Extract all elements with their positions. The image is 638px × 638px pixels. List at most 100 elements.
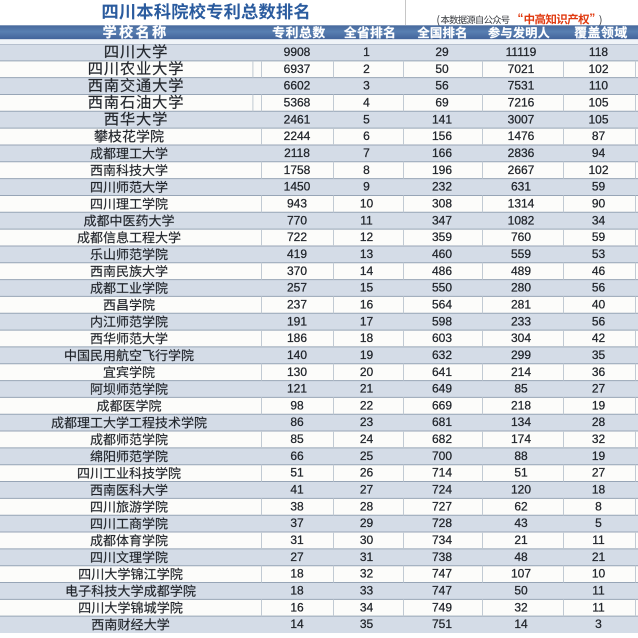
svg-text:66: 66: [290, 449, 304, 463]
svg-text:3007: 3007: [508, 112, 535, 126]
svg-text:214: 214: [511, 365, 531, 379]
svg-text:37: 37: [290, 516, 304, 530]
svg-text:722: 722: [287, 230, 307, 244]
svg-text:724: 724: [432, 483, 452, 497]
svg-text:31: 31: [290, 533, 304, 547]
svg-text:632: 632: [432, 348, 452, 362]
svg-text:191: 191: [287, 314, 307, 328]
svg-text:747: 747: [432, 584, 452, 598]
svg-text:110: 110: [589, 79, 608, 93]
svg-text:59: 59: [592, 180, 606, 194]
svg-text:140: 140: [287, 348, 307, 362]
svg-text:85: 85: [514, 382, 528, 396]
svg-text:15: 15: [360, 281, 374, 295]
svg-text:19: 19: [592, 398, 606, 412]
svg-text:2836: 2836: [508, 146, 535, 160]
svg-text:23: 23: [360, 415, 374, 429]
svg-text:25: 25: [360, 449, 374, 463]
svg-text:8: 8: [363, 163, 370, 177]
svg-text:9908: 9908: [284, 45, 311, 59]
svg-text:603: 603: [432, 331, 452, 345]
svg-text:4: 4: [363, 96, 370, 110]
svg-text:24: 24: [360, 432, 374, 446]
svg-text:770: 770: [287, 213, 307, 227]
svg-text:18: 18: [360, 331, 374, 345]
svg-text:714: 714: [432, 466, 452, 480]
svg-text:3: 3: [595, 617, 602, 631]
svg-text:134: 134: [511, 415, 531, 429]
svg-text:281: 281: [511, 297, 531, 311]
svg-text:36: 36: [592, 365, 606, 379]
svg-text:559: 559: [511, 247, 531, 261]
svg-text:14: 14: [514, 617, 528, 631]
svg-text:18: 18: [592, 483, 606, 497]
svg-text:48: 48: [514, 550, 528, 564]
svg-text:11119: 11119: [506, 45, 537, 59]
svg-text:69: 69: [435, 96, 449, 110]
svg-text:11: 11: [592, 533, 605, 547]
svg-text:19: 19: [592, 449, 606, 463]
svg-text:11: 11: [360, 213, 373, 227]
svg-text:27: 27: [290, 550, 304, 564]
svg-text:564: 564: [432, 297, 452, 311]
svg-text:1: 1: [363, 45, 370, 59]
svg-text:30: 30: [360, 533, 374, 547]
svg-text:102: 102: [588, 62, 608, 76]
svg-text:749: 749: [432, 600, 452, 614]
svg-text:751: 751: [432, 617, 452, 631]
svg-text:86: 86: [290, 415, 304, 429]
svg-text:12: 12: [360, 230, 374, 244]
svg-text:233: 233: [511, 314, 531, 328]
svg-text:33: 33: [360, 584, 374, 598]
svg-text:2461: 2461: [284, 112, 311, 126]
svg-text:34: 34: [592, 213, 606, 227]
svg-text:747: 747: [432, 567, 452, 581]
svg-text:94: 94: [592, 146, 606, 160]
svg-text:98: 98: [290, 398, 304, 412]
svg-text:2667: 2667: [508, 163, 535, 177]
svg-text:7: 7: [363, 146, 370, 160]
svg-text:1082: 1082: [508, 213, 535, 227]
svg-text:21: 21: [514, 533, 528, 547]
svg-text:727: 727: [432, 499, 452, 513]
svg-text:41: 41: [290, 483, 304, 497]
svg-text:32: 32: [592, 432, 606, 446]
svg-text:196: 196: [432, 163, 452, 177]
svg-text:27: 27: [592, 382, 606, 396]
svg-text:7021: 7021: [508, 62, 535, 76]
svg-text:46: 46: [592, 264, 606, 278]
svg-text:14: 14: [360, 264, 374, 278]
svg-text:460: 460: [432, 247, 452, 261]
svg-text:8: 8: [595, 499, 602, 513]
svg-text:156: 156: [432, 129, 452, 143]
svg-text:62: 62: [514, 499, 528, 513]
svg-text:370: 370: [287, 264, 307, 278]
svg-text:11: 11: [592, 600, 605, 614]
svg-text:18: 18: [290, 584, 304, 598]
svg-text:419: 419: [287, 247, 307, 261]
svg-text:121: 121: [287, 382, 307, 396]
svg-text:32: 32: [360, 567, 374, 581]
svg-text:107: 107: [511, 567, 531, 581]
svg-text:257: 257: [287, 281, 307, 295]
svg-text:7531: 7531: [508, 79, 535, 93]
svg-text:14: 14: [290, 617, 304, 631]
svg-text:105: 105: [588, 112, 608, 126]
svg-text:16: 16: [290, 600, 304, 614]
svg-text:17: 17: [360, 314, 374, 328]
svg-text:53: 53: [592, 247, 606, 261]
svg-text:237: 237: [287, 297, 307, 311]
svg-text:232: 232: [432, 180, 452, 194]
svg-text:87: 87: [592, 129, 606, 143]
svg-text:5: 5: [595, 516, 602, 530]
svg-text:1450: 1450: [284, 180, 311, 194]
svg-text:5: 5: [363, 112, 370, 126]
svg-text:280: 280: [511, 281, 531, 295]
svg-text:51: 51: [290, 466, 304, 480]
svg-text:38: 38: [290, 499, 304, 513]
svg-text:2244: 2244: [284, 129, 311, 143]
svg-text:88: 88: [514, 449, 528, 463]
svg-text:10: 10: [360, 196, 374, 210]
svg-text:347: 347: [432, 213, 452, 227]
svg-text:40: 40: [592, 297, 606, 311]
